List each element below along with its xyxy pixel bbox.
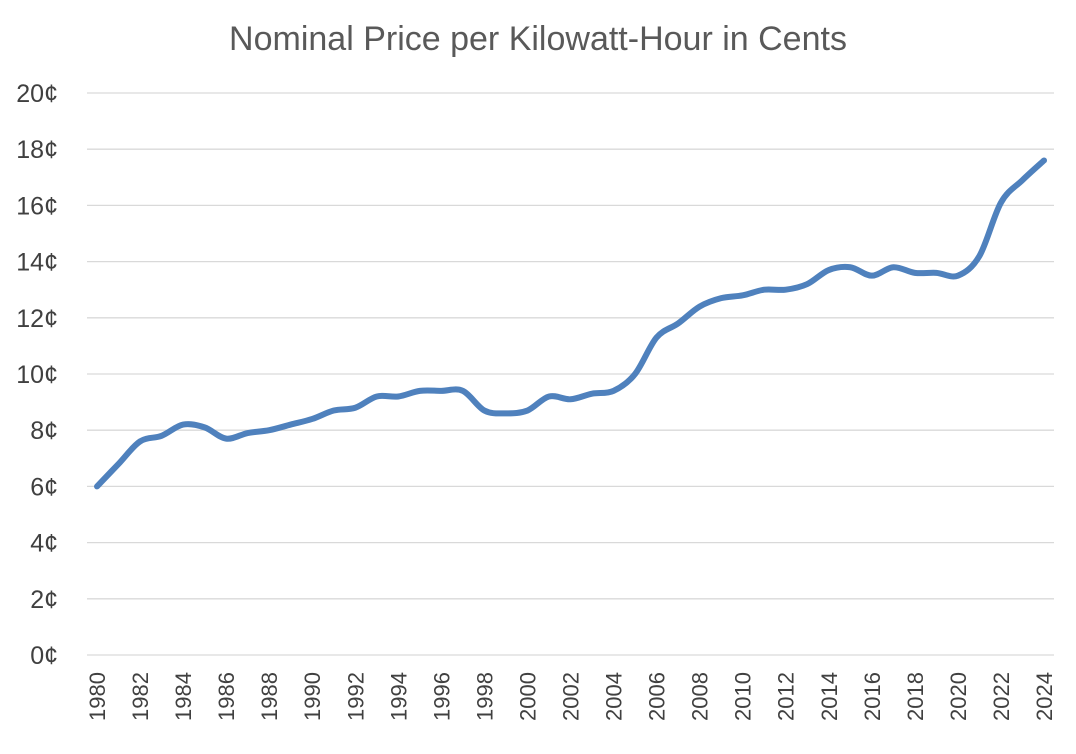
x-tick-label: 1984 bbox=[171, 672, 196, 721]
x-tick-label: 2006 bbox=[645, 672, 670, 721]
y-tick-label: 18¢ bbox=[16, 136, 58, 164]
chart-title: Nominal Price per Kilowatt-Hour in Cents bbox=[229, 20, 847, 58]
y-tick-label: 8¢ bbox=[30, 417, 58, 445]
x-tick-label: 2010 bbox=[731, 672, 756, 721]
y-tick-label: 20¢ bbox=[16, 80, 58, 108]
x-tick-label: 2002 bbox=[559, 672, 584, 721]
y-tick-label: 2¢ bbox=[30, 586, 58, 614]
x-tick-label: 2020 bbox=[946, 672, 971, 721]
x-tick-label: 1992 bbox=[343, 672, 368, 721]
x-tick-label: 2004 bbox=[602, 672, 627, 721]
x-tick-label: 2022 bbox=[989, 672, 1014, 721]
x-tick-label: 2000 bbox=[515, 672, 540, 721]
x-tick-label: 1982 bbox=[128, 672, 153, 721]
series-group bbox=[94, 157, 1047, 490]
y-tick-label: 10¢ bbox=[16, 361, 58, 389]
x-tick-label: 1986 bbox=[214, 672, 239, 721]
x-tick-label: 1990 bbox=[300, 672, 325, 721]
grid-lines bbox=[87, 92, 1054, 656]
x-tick-label: 1998 bbox=[472, 672, 497, 721]
y-axis-tick-labels: 0¢ 2¢ 4¢ 6¢ 8¢ 10¢ 12¢ 14¢ 16¢ 18¢ 20¢ bbox=[16, 80, 58, 670]
x-tick-label: 1988 bbox=[257, 672, 282, 721]
y-tick-label: 12¢ bbox=[16, 305, 58, 333]
y-tick-label: 16¢ bbox=[16, 192, 58, 220]
x-tick-label: 2016 bbox=[860, 672, 885, 721]
y-tick-label: 0¢ bbox=[30, 642, 58, 670]
y-tick-label: 14¢ bbox=[16, 249, 58, 277]
x-tick-label: 2012 bbox=[774, 672, 799, 721]
y-tick-label: 4¢ bbox=[30, 530, 58, 558]
x-tick-label: 2018 bbox=[903, 672, 928, 721]
x-tick-label: 2008 bbox=[688, 672, 713, 721]
x-tick-label: 1980 bbox=[85, 672, 110, 721]
x-tick-label: 2014 bbox=[817, 672, 842, 721]
x-axis-tick-labels: 1980 1982 1984 1986 1988 1990 1992 1994 1996 1998… bbox=[85, 672, 1057, 721]
y-tick-label: 6¢ bbox=[30, 473, 58, 501]
x-tick-label: 1996 bbox=[429, 672, 454, 721]
series-line-0 bbox=[94, 157, 1047, 490]
x-tick-label: 2024 bbox=[1032, 672, 1057, 721]
x-tick-label: 1994 bbox=[386, 672, 411, 721]
